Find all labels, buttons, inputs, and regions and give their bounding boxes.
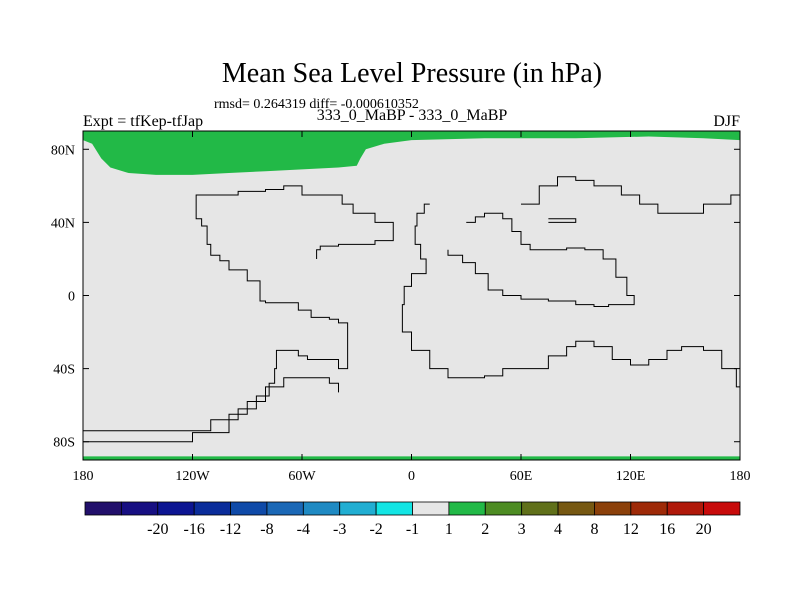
colorbar-box: [157, 501, 195, 516]
colorbar-box: [375, 501, 413, 516]
y-tick-label: 80S: [53, 436, 75, 451]
colorbar-label: 16: [659, 521, 675, 538]
colorbar-label: -12: [220, 521, 241, 538]
colorbar-label: 4: [554, 521, 562, 538]
colorbar-label: -3: [333, 521, 346, 538]
subtitle-center: 333_0_MaBP - 333_0_MaBP: [317, 107, 508, 124]
colorbar-box: [120, 501, 159, 516]
colorbar-box: [703, 501, 741, 516]
colorbar-label: 8: [590, 521, 598, 538]
colorbar-box: [193, 501, 231, 516]
coastline-americas: [83, 185, 394, 432]
x-tick-label: 60W: [288, 469, 316, 484]
colorbar-box: [557, 501, 595, 516]
y-tick-label: 80N: [51, 143, 75, 158]
colorbar-label: -8: [260, 521, 273, 538]
colorbar-label: 12: [623, 521, 639, 538]
colorbar-label: -2: [369, 521, 382, 538]
plot-background: [83, 131, 740, 460]
colorbar-label: 20: [696, 521, 712, 538]
colorbar: -20 -16 -12 -8 -4 -3 -2 -1 1 2 3 4 8 12 16 20: [84, 501, 741, 538]
colorbar-box: [84, 501, 122, 516]
chart-title: Mean Sea Level Pressure (in hPa): [222, 58, 602, 89]
y-tick-label: 40N: [51, 216, 75, 231]
colorbar-label: 3: [518, 521, 526, 538]
coastline-arabia-india: [447, 212, 635, 307]
arctic-positive-anomaly: [83, 131, 740, 175]
colorbar-box: [594, 501, 632, 516]
y-tick-label: 40S: [53, 363, 75, 378]
colorbar-box: [302, 501, 341, 516]
colorbar-box: [630, 501, 668, 516]
x-tick-label: 0: [408, 469, 415, 484]
x-tick-label: 120E: [616, 469, 646, 484]
colorbar-label: -4: [297, 521, 310, 538]
colorbar-label: -20: [147, 521, 168, 538]
x-tick-label: 120W: [175, 469, 210, 484]
stats-line: rmsd= 0.264319 diff= -0.000610352: [214, 97, 419, 112]
colorbar-box: [666, 501, 705, 516]
colorbar-box: [230, 501, 268, 516]
x-axis: 180 120W 60W 0 60E 120E 180: [73, 131, 751, 484]
colorbar-label: 1: [445, 521, 453, 538]
coastline-south-america-tip: [83, 377, 339, 443]
y-tick-label: 0: [68, 290, 75, 305]
colorbar-box: [484, 501, 523, 516]
x-tick-label: 180: [73, 469, 94, 484]
colorbar-label: -1: [406, 521, 419, 538]
x-tick-label: 180: [730, 469, 751, 484]
coastlines: [83, 176, 741, 443]
subtitle-left: Expt = tfKep-tfJap: [83, 113, 203, 130]
colorbar-box: [521, 501, 559, 516]
colorbar-box: [339, 501, 377, 516]
plot-area: [82, 130, 741, 461]
colorbar-box: [266, 501, 304, 516]
y-axis: 80N 40N 0 40S 80S: [51, 143, 740, 451]
colorbar-label: 2: [481, 521, 489, 538]
coastline-africa-eurasia: [401, 203, 741, 424]
colorbar-label: -16: [184, 521, 205, 538]
x-tick-label: 60E: [510, 469, 533, 484]
subtitle-right: DJF: [713, 113, 740, 130]
coastline-small-island: [548, 218, 577, 223]
coastline-east-asia: [521, 176, 741, 214]
colorbar-box: [412, 501, 450, 516]
colorbar-box: [448, 501, 486, 516]
